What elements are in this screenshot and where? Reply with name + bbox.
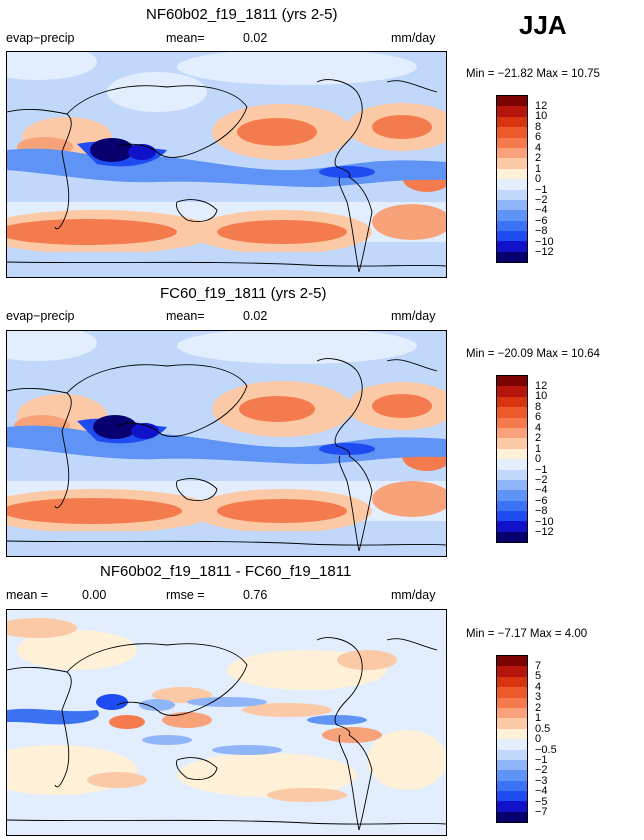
colorbar-tick: 3 — [535, 691, 542, 703]
colorbar-tick: −4 — [535, 484, 548, 496]
panel1-colorbar — [496, 95, 528, 264]
panel3-units: mm/day — [391, 588, 436, 602]
panel1-variable-label: evap−precip — [6, 31, 75, 45]
colorbar-tick: 1 — [535, 712, 542, 724]
colorbar-tick: −6 — [535, 215, 548, 227]
colorbar-tick: 2 — [535, 432, 542, 444]
colorbar-tick: −2 — [535, 474, 548, 486]
colorbar-tick: 1 — [535, 163, 542, 175]
colorbar-tick: 10 — [535, 390, 548, 402]
colorbar-tick: −2 — [535, 764, 548, 776]
colorbar-tick: 0.5 — [535, 723, 551, 735]
panel2-mean-value: 0.02 — [243, 309, 268, 323]
panel2-mean-label: mean= — [166, 309, 205, 323]
colorbar-tick: −0.5 — [535, 744, 557, 756]
colorbar-tick: 1 — [535, 443, 542, 455]
colorbar-tick: 12 — [535, 100, 548, 112]
colorbar-tick: −8 — [535, 225, 548, 237]
panel3-title: NF60b02_f19_1811 - FC60_f19_1811 — [100, 563, 352, 580]
panel1-units: mm/day — [391, 31, 436, 45]
colorbar-tick: 12 — [535, 380, 548, 392]
colorbar-tick: 2 — [535, 152, 542, 164]
panel3-map — [6, 609, 447, 836]
panel2-map — [6, 330, 447, 557]
panel3-map-svg — [7, 610, 446, 835]
panel2-title: FC60_f19_1811 (yrs 2-5) — [160, 285, 327, 302]
colorbar-tick: 2 — [535, 702, 542, 714]
colorbar-tick: 4 — [535, 681, 542, 693]
panel2-minmax: Min = −20.09 Max = 10.64 — [466, 348, 600, 360]
panel1-map-svg — [7, 52, 446, 277]
colorbar-tick: 0 — [535, 733, 542, 745]
panel1-title: NF60b02_f19_1811 (yrs 2-5) — [146, 6, 338, 23]
panel3-colorbar — [496, 655, 528, 824]
colorbar-tick: −4 — [535, 785, 548, 797]
colorbar-tick: 8 — [535, 401, 542, 413]
colorbar-tick: −1 — [535, 464, 548, 476]
colorbar-tick: −4 — [535, 204, 548, 216]
colorbar-tick: −8 — [535, 505, 548, 517]
panel3-rmse-label: rmse = — [166, 588, 205, 602]
colorbar-tick: −7 — [535, 806, 548, 818]
panel3-mean-value: 0.00 — [82, 588, 107, 602]
colorbar-tick: −1 — [535, 184, 548, 196]
colorbar-tick: 4 — [535, 142, 542, 154]
colorbar-tick: −6 — [535, 495, 548, 507]
colorbar-tick: 8 — [535, 121, 542, 133]
colorbar-tick: 6 — [535, 411, 542, 423]
colorbar-tick: 5 — [535, 670, 542, 682]
panel2-colorbar — [496, 375, 528, 544]
colorbar-tick: 0 — [535, 453, 542, 465]
colorbar-tick: 4 — [535, 422, 542, 434]
colorbar-tick: −12 — [535, 526, 554, 538]
colorbar-tick: 7 — [535, 660, 542, 672]
panel3-rmse-value: 0.76 — [243, 588, 268, 602]
panel2-units: mm/day — [391, 309, 436, 323]
colorbar-tick: −1 — [535, 754, 548, 766]
colorbar-tick: 0 — [535, 173, 542, 185]
panel1-mean-value: 0.02 — [243, 31, 268, 45]
colorbar-tick: 10 — [535, 110, 548, 122]
colorbar-tick: 6 — [535, 131, 542, 143]
colorbar-tick: −10 — [535, 236, 554, 248]
colorbar-tick: −2 — [535, 194, 548, 206]
panel3-minmax: Min = −7.17 Max = 4.00 — [466, 628, 588, 640]
season-label: JJA — [519, 10, 567, 40]
colorbar-tick: −5 — [535, 796, 548, 808]
panel1-minmax: Min = −21.82 Max = 10.75 — [466, 68, 600, 80]
panel2-map-svg — [7, 331, 446, 556]
panel3-mean-label: mean = — [6, 588, 49, 602]
panel1-map — [6, 51, 447, 278]
panel2-variable-label: evap−precip — [6, 309, 75, 323]
colorbar-tick: −3 — [535, 775, 548, 787]
colorbar-tick: −10 — [535, 516, 554, 528]
panel1-mean-label: mean= — [166, 31, 205, 45]
colorbar-tick: −12 — [535, 246, 554, 258]
